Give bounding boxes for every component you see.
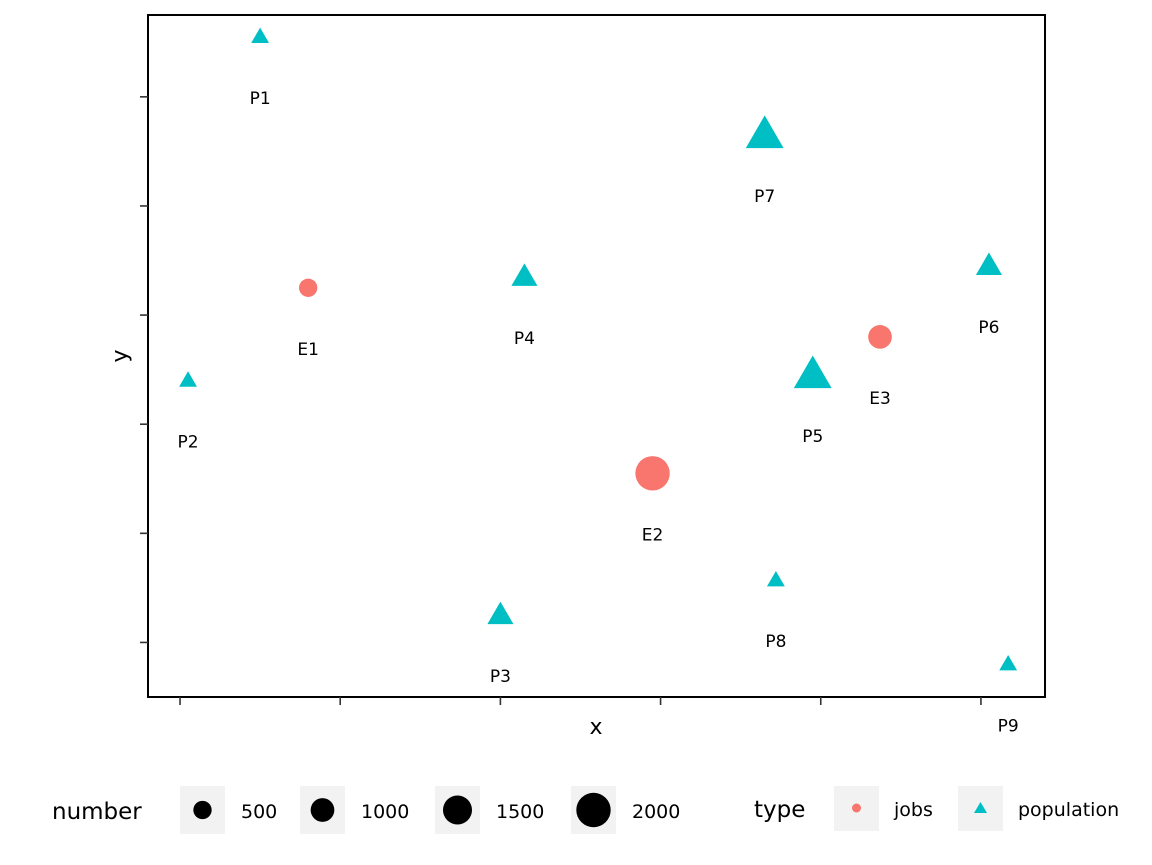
- point-P2: [179, 371, 197, 387]
- legend-size-label: 1500: [496, 801, 544, 823]
- label-E2: E2: [642, 525, 664, 545]
- legend-size: number 500 1000 1500 2000: [52, 786, 680, 834]
- label-P9: P9: [998, 716, 1019, 736]
- point-P1: [251, 27, 270, 43]
- x-axis-ticks: [179, 697, 982, 705]
- legend-size-label: 500: [241, 801, 277, 823]
- point-labels: E1 E2 E3 P1 P2 P3 P4 P5 P6 P7 P8 P9: [178, 89, 1019, 736]
- point-E1: [299, 278, 318, 297]
- point-P7: [745, 115, 784, 149]
- legend-type-label: jobs: [893, 799, 933, 821]
- legend-size-label: 1000: [361, 801, 409, 823]
- legend-type-swatch: [852, 803, 861, 813]
- point-E2: [635, 456, 670, 491]
- label-P4: P4: [514, 329, 535, 349]
- legend-type: type jobs population: [754, 786, 1119, 831]
- label-P3: P3: [490, 667, 511, 687]
- label-P2: P2: [178, 433, 199, 453]
- legend-size-swatch: [310, 798, 335, 822]
- point-P5: [793, 355, 832, 389]
- panel-border: [147, 14, 1046, 698]
- legend-type-label: population: [1018, 799, 1119, 821]
- legend-size-label: 2000: [632, 801, 680, 823]
- x-axis-title: x: [589, 715, 602, 740]
- y-axis-ticks: [140, 96, 148, 644]
- data-points: [179, 27, 1018, 671]
- point-P6: [975, 252, 1002, 275]
- label-E3: E3: [869, 389, 891, 409]
- label-P1: P1: [250, 89, 271, 109]
- legend-size-title: number: [52, 799, 142, 825]
- point-P9: [999, 655, 1018, 671]
- legend-type-swatch: [974, 802, 987, 813]
- label-P7: P7: [754, 187, 775, 207]
- point-P3: [487, 601, 514, 625]
- legend-type-title: type: [754, 797, 805, 823]
- label-E1: E1: [297, 340, 319, 360]
- legend-size-swatch: [576, 792, 611, 828]
- legend-size-swatch: [442, 795, 473, 825]
- point-P8: [766, 571, 785, 587]
- label-P8: P8: [765, 632, 786, 652]
- label-P5: P5: [802, 427, 823, 447]
- point-P4: [511, 263, 538, 286]
- label-P6: P6: [978, 318, 999, 338]
- point-E3: [868, 325, 892, 349]
- legend-size-swatch: [193, 800, 212, 820]
- y-axis-title: y: [108, 349, 133, 362]
